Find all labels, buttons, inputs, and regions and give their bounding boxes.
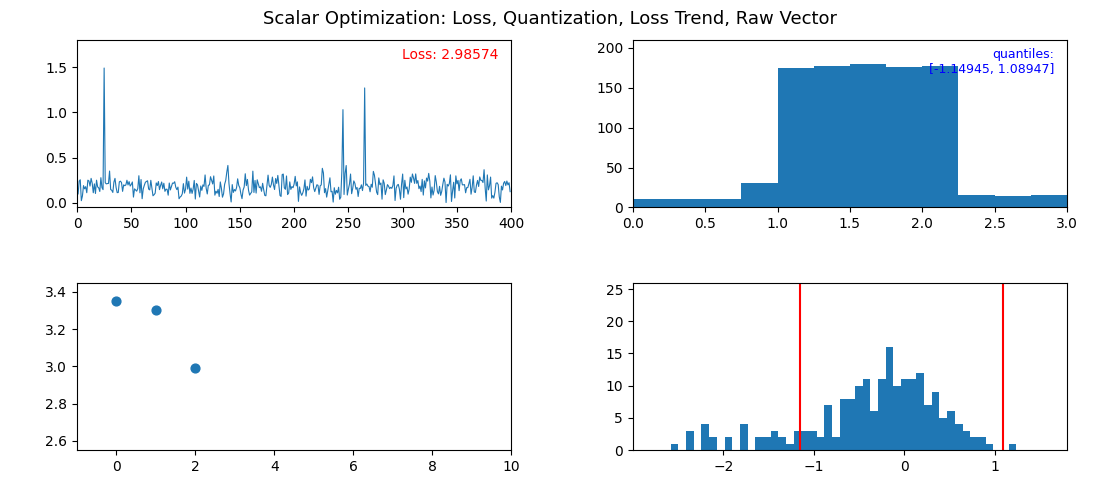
- Point: [108, 297, 125, 305]
- Bar: [901, 379, 909, 450]
- Bar: [793, 430, 801, 450]
- Bar: [814, 66, 850, 208]
- Bar: [947, 412, 955, 450]
- Bar: [1031, 194, 1067, 207]
- Bar: [962, 430, 970, 450]
- Bar: [887, 67, 922, 208]
- Bar: [909, 379, 916, 450]
- Bar: [855, 386, 862, 450]
- Text: quantiles:
[-1.14945, 1.08947]: quantiles: [-1.14945, 1.08947]: [928, 48, 1054, 76]
- Text: Scalar Optimization: Loss, Quantization, Loss Trend, Raw Vector: Scalar Optimization: Loss, Quantization,…: [263, 10, 837, 28]
- Bar: [862, 379, 870, 450]
- Bar: [839, 398, 847, 450]
- Bar: [916, 373, 924, 450]
- Bar: [832, 437, 839, 450]
- Bar: [986, 444, 993, 450]
- Bar: [878, 379, 886, 450]
- Bar: [686, 430, 694, 450]
- Bar: [932, 392, 939, 450]
- Bar: [1009, 444, 1016, 450]
- Bar: [850, 64, 887, 208]
- Bar: [771, 430, 779, 450]
- Bar: [763, 437, 771, 450]
- Bar: [702, 424, 710, 450]
- Bar: [778, 68, 814, 207]
- Text: Loss: 2.98574: Loss: 2.98574: [402, 48, 498, 62]
- Bar: [870, 412, 878, 450]
- Bar: [847, 398, 855, 450]
- Point: [147, 306, 165, 314]
- Bar: [970, 437, 978, 450]
- Bar: [924, 405, 932, 450]
- Bar: [725, 437, 733, 450]
- Bar: [671, 444, 679, 450]
- Bar: [978, 437, 986, 450]
- Bar: [632, 200, 741, 207]
- Bar: [994, 196, 1031, 207]
- Bar: [801, 430, 808, 450]
- Bar: [740, 424, 748, 450]
- Bar: [756, 437, 763, 450]
- Bar: [886, 347, 893, 450]
- Bar: [824, 405, 832, 450]
- Point: [187, 364, 205, 372]
- Bar: [710, 437, 717, 450]
- Bar: [939, 418, 947, 450]
- Bar: [958, 196, 994, 207]
- Bar: [808, 430, 816, 450]
- Bar: [922, 66, 958, 208]
- Bar: [955, 424, 962, 450]
- Bar: [785, 444, 793, 450]
- Bar: [741, 184, 778, 208]
- Bar: [893, 386, 901, 450]
- Bar: [779, 437, 785, 450]
- Bar: [816, 437, 824, 450]
